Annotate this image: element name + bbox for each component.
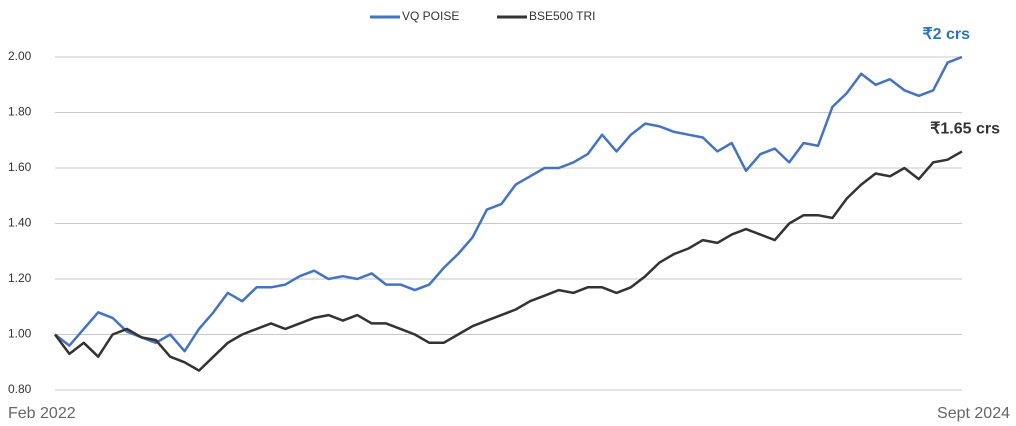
y-tick-label: 1.60	[8, 160, 32, 174]
x-tick-label: Sept 2024	[937, 405, 1010, 422]
legend-label: VQ POISE	[402, 9, 459, 23]
series-line	[53, 150, 963, 372]
legend-label: BSE500 TRI	[529, 9, 595, 23]
y-tick-label: 0.80	[8, 382, 32, 396]
y-tick-label: 1.00	[8, 327, 32, 341]
y-tick-label: 2.00	[8, 49, 32, 63]
x-tick-label: Feb 2022	[8, 405, 76, 422]
y-tick-label: 1.40	[8, 216, 32, 230]
y-tick-label: 1.20	[8, 271, 32, 285]
annotation: ₹2 crs	[922, 26, 970, 43]
series-line	[54, 55, 963, 353]
y-tick-label: 1.80	[8, 105, 32, 119]
annotation: ₹1.65 crs	[930, 121, 1000, 138]
